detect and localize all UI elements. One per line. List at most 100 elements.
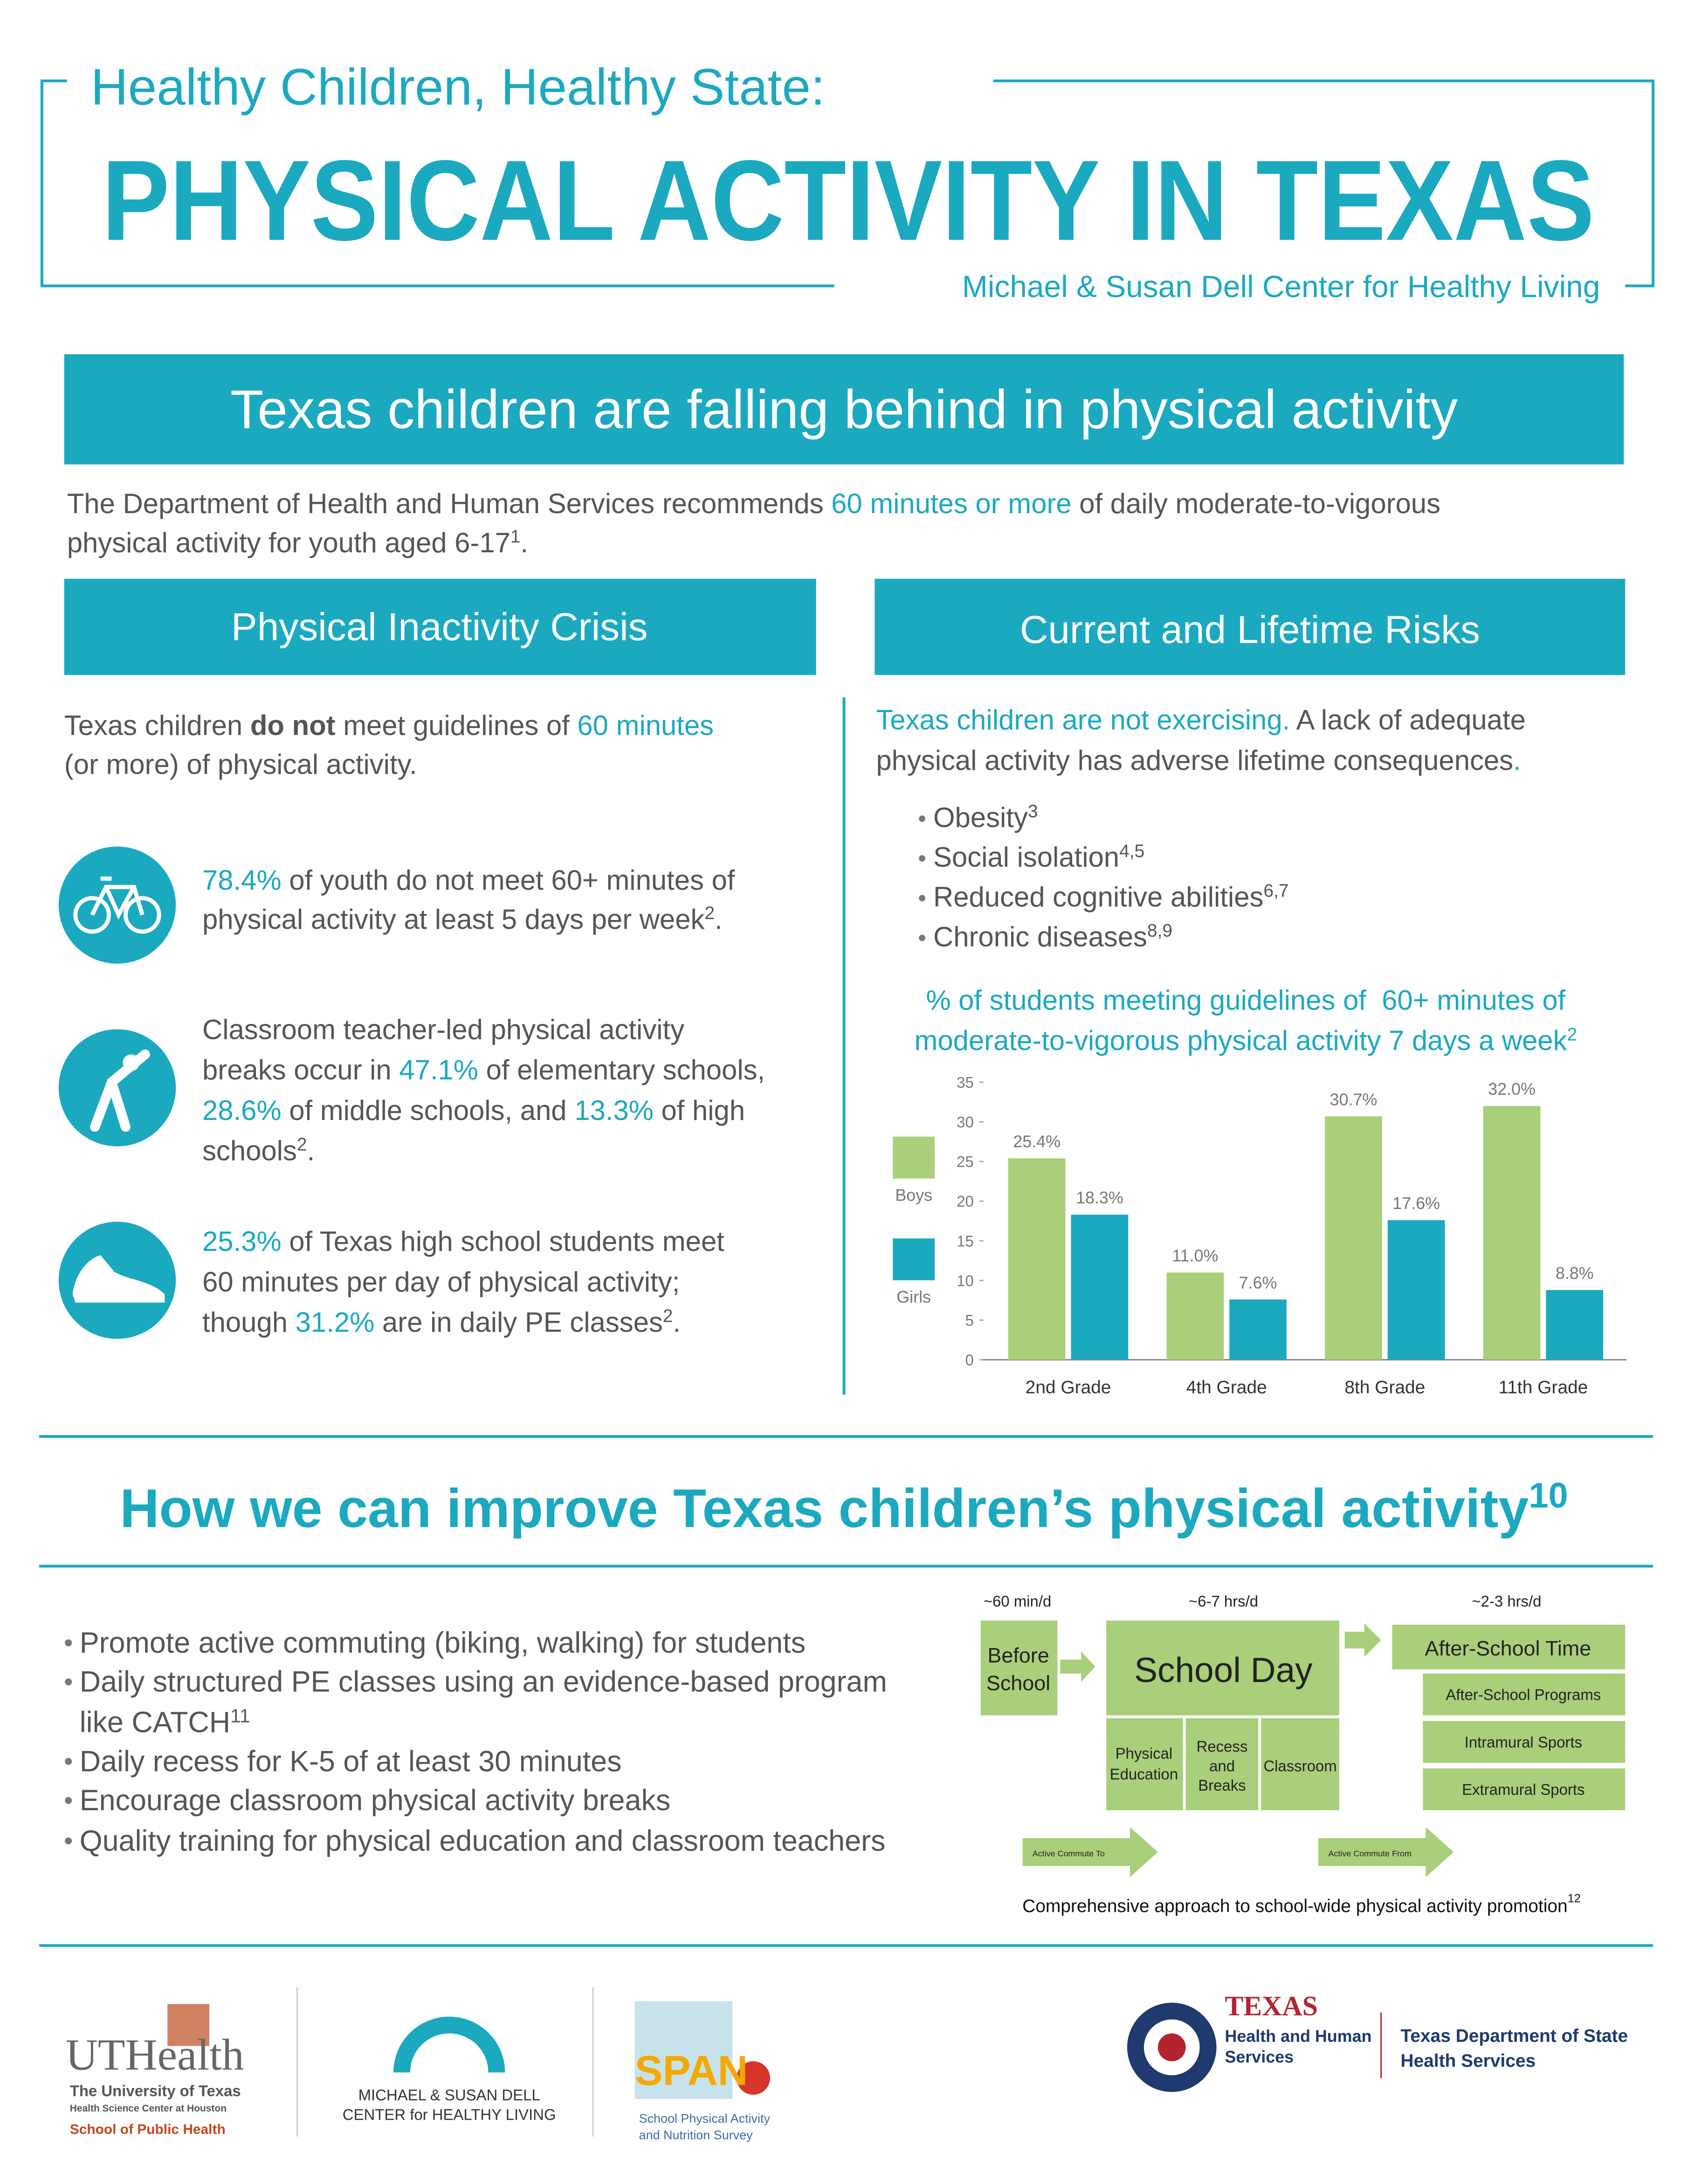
legend-label: Boys	[895, 1186, 932, 1204]
fact: physical activity at least 5 days per we…	[202, 903, 723, 935]
box-label: Intramural Sports	[1465, 1733, 1582, 1751]
logo-text: TEXAS	[1225, 1991, 1318, 2021]
risk-item: Reduced cognitive abilities6,7	[933, 881, 1288, 913]
ref: 11	[230, 1705, 250, 1727]
chart-title: % of students meeting guidelines of 60+ …	[926, 984, 1565, 1016]
highlight: 60 minutes or more	[831, 488, 1071, 519]
text: physical activity has adverse lifetime c…	[876, 745, 1513, 776]
bullet	[919, 855, 925, 862]
fact: 78.4% of youth do not meet 60+ minutes o…	[202, 865, 735, 896]
paragraph: Texas children are not exercising. A lac…	[876, 704, 1526, 735]
improve-list: Promote active commuting (biking, walkin…	[65, 1627, 887, 1857]
value-label: 8.8%	[1556, 1264, 1594, 1283]
logo-text: Health Science Center at Houston	[70, 2103, 227, 2114]
x-tick-label: 4th Grade	[1186, 1377, 1267, 1397]
y-tick-label: 35	[957, 1074, 974, 1091]
legend-label: Girls	[896, 1288, 931, 1306]
logo-text: MICHAEL & SUSAN DELL	[358, 2086, 540, 2103]
logo-mark	[634, 2001, 733, 2099]
value-label: 17.6%	[1392, 1194, 1440, 1213]
arrow-label: Active Commute To	[1033, 1849, 1105, 1858]
highlight: .	[1513, 745, 1521, 776]
highlight: 47.1%	[399, 1054, 478, 1085]
logo-text: and Nutrition Survey	[639, 2128, 753, 2142]
logo-mark	[393, 2016, 505, 2073]
text: like CATCH	[80, 1706, 230, 1738]
text: are in daily PE classes	[374, 1307, 663, 1338]
time-label: ~60 min/d	[984, 1593, 1051, 1610]
title: Healthy Children, Healthy State:	[91, 58, 825, 116]
ref: 2	[297, 1135, 307, 1155]
bar	[1387, 1220, 1445, 1360]
fact: 25.3% of Texas high school students meet	[202, 1226, 724, 1257]
headline: PHYSICAL ACTIVITY IN TEXAS	[102, 137, 1595, 264]
value-label: 30.7%	[1330, 1090, 1378, 1109]
intro-line: The Department of Health and Human Servi…	[67, 488, 1440, 519]
list-item: Promote active commuting (biking, walkin…	[80, 1627, 806, 1659]
list-item: Daily recess for K-5 of at least 30 minu…	[80, 1745, 622, 1778]
value-label: 7.6%	[1239, 1273, 1277, 1292]
logo-text: SPAN	[635, 2048, 748, 2095]
box-label: and	[1209, 1757, 1235, 1774]
highlight: 60 minutes	[577, 710, 714, 741]
ref: 2	[704, 903, 715, 923]
ref: 3	[1028, 802, 1038, 822]
section-header	[64, 578, 816, 675]
box-label: Classroom	[1263, 1757, 1337, 1774]
text: physical activity at least 5 days per we…	[202, 904, 704, 935]
fact: Classroom teacher-led physical activity	[202, 1014, 684, 1045]
logo-text: Services	[1225, 2048, 1294, 2067]
bar-chart: 0 5 10 15 20 25 30 35 2nd Grade 25.4% 18.3% 4th Gra…	[893, 1074, 1627, 1397]
text: Chronic diseases	[933, 921, 1147, 952]
logo-text: School of Public Health	[70, 2122, 226, 2137]
text: Comprehensive approach to school-wide ph…	[1022, 1896, 1567, 1916]
text: of Texas high school students meet	[282, 1226, 724, 1257]
y-tick-label: 5	[965, 1312, 973, 1329]
text: .	[521, 527, 529, 558]
box-label: School	[986, 1671, 1050, 1695]
text: Social isolation	[933, 842, 1119, 873]
arrow-label: Active Commute From	[1328, 1849, 1411, 1858]
bar	[1008, 1158, 1066, 1360]
section-header	[875, 578, 1626, 675]
text: A lack of adequate	[1290, 704, 1526, 735]
value-label: 11.0%	[1172, 1246, 1218, 1265]
logo-text: CENTER for HEALTHY LIVING	[343, 2106, 556, 2123]
risk-item: Obesity3	[933, 802, 1038, 833]
text: Texas children	[64, 710, 250, 741]
ref: 8,9	[1147, 920, 1172, 941]
value-label: 32.0%	[1488, 1080, 1536, 1099]
ref: 2	[663, 1306, 673, 1326]
logo-mark	[167, 2004, 209, 2046]
box-label: Physical	[1116, 1744, 1173, 1762]
y-tick-label: 30	[957, 1113, 974, 1131]
highlight: 13.3%	[574, 1095, 654, 1126]
intro-line: physical activity for youth aged 6-171.	[67, 527, 528, 558]
shoe-icon	[58, 1222, 176, 1339]
header-frame	[40, 79, 1655, 288]
highlight: 25.3%	[202, 1226, 282, 1257]
emphasis: do not	[250, 710, 336, 741]
box-label: After-School Programs	[1446, 1686, 1601, 1703]
ref: 6,7	[1263, 881, 1288, 901]
text: .	[715, 904, 723, 935]
list-item: Daily structured PE classes using an evi…	[80, 1666, 887, 1698]
text: schools	[202, 1135, 297, 1167]
text: of elementary schools,	[478, 1054, 765, 1085]
y-tick-label: 0	[965, 1351, 973, 1368]
diagram: ~60 min/d ~6-7 hrs/d ~2-3 hrs/d Before S…	[980, 1593, 1626, 1916]
paragraph: Texas children do not meet guidelines of…	[64, 710, 714, 741]
time-label: ~2-3 hrs/d	[1472, 1593, 1541, 1610]
diagram-boxes	[980, 1621, 1626, 1877]
logo-mark	[1157, 2033, 1186, 2061]
risk-item: Social isolation4,5	[933, 841, 1144, 873]
highlight: 31.2%	[296, 1307, 375, 1338]
section-title: Physical Inactivity Crisis	[231, 604, 648, 648]
list-item: like CATCH11	[80, 1705, 250, 1739]
box-label: Recess	[1197, 1738, 1248, 1755]
logos: UTHealth The University of Texas Health …	[66, 1987, 1628, 2142]
box-label: Extramural Sports	[1462, 1781, 1585, 1798]
text: though	[202, 1307, 296, 1338]
fact: 28.6% of middle schools, and 13.3% of hi…	[202, 1095, 745, 1126]
